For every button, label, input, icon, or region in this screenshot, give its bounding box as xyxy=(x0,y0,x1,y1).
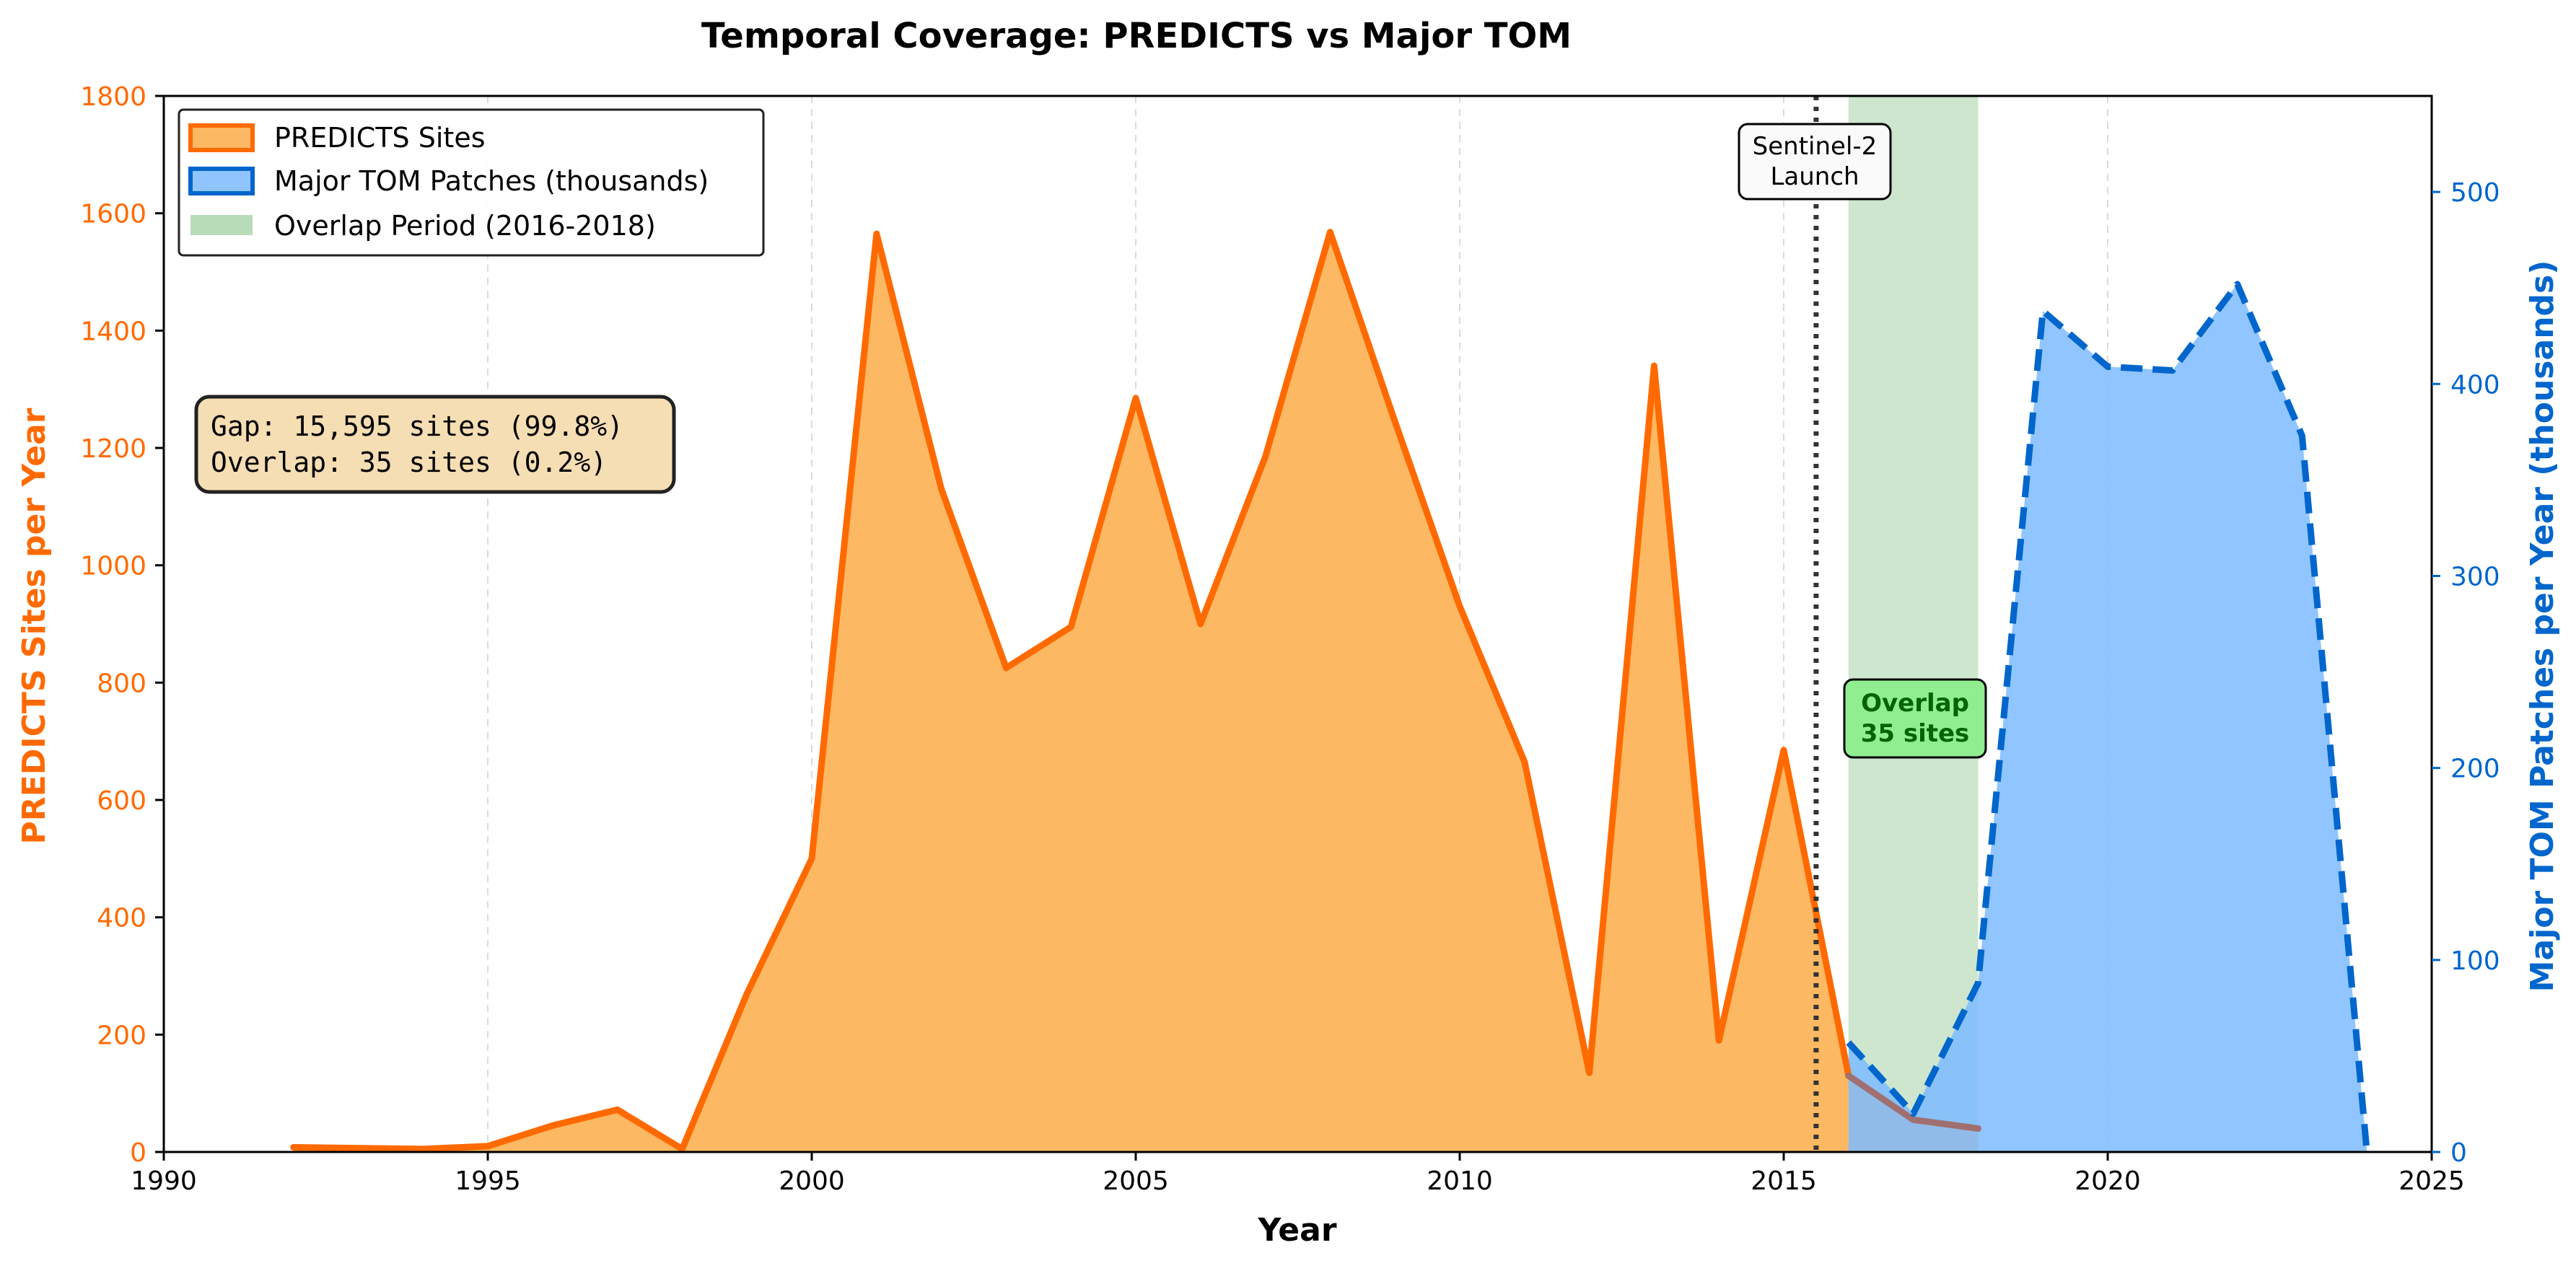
x-tick-label: 2015 xyxy=(1751,1166,1817,1196)
sentinel-2-annotation-box xyxy=(1738,123,1892,201)
gap-stat-line: Gap: 15,595 sites (99.8%) xyxy=(211,410,623,442)
chart-title: Temporal Coverage: PREDICTS vs Major TOM xyxy=(701,16,1572,56)
x-tick-label: 2010 xyxy=(1427,1166,1493,1196)
right-y-tick-label: 400 xyxy=(2450,370,2500,400)
major-tom-patches-area xyxy=(1848,283,2367,1152)
overlap-label-line2: 35 sites xyxy=(1861,719,1970,748)
legend-label-predicts: PREDICTS Sites xyxy=(274,122,486,154)
left-y-tick-label: 1800 xyxy=(80,82,146,112)
left-y-tick-label: 1200 xyxy=(80,434,146,464)
overlap-annotation-box xyxy=(1843,678,1987,759)
x-tick-label: 2025 xyxy=(2398,1166,2465,1196)
legend-swatch-predicts xyxy=(188,123,255,152)
legend: PREDICTS Sites Major TOM Patches (thousa… xyxy=(178,108,765,257)
right-y-tick-label: 500 xyxy=(2450,178,2500,208)
left-y-axis-label: PREDICTS Sites per Year xyxy=(16,408,53,844)
overlap-annotation: Overlap 35 sites xyxy=(1843,678,1987,759)
left-y-tick-label: 1000 xyxy=(80,552,146,581)
sentinel-2-label-line2: Launch xyxy=(1770,162,1859,191)
x-tick-label: 1990 xyxy=(131,1166,197,1196)
overlap-period-band xyxy=(1848,96,1979,1152)
left-y-tick-label: 1400 xyxy=(80,317,146,346)
gap-stats-box-frame xyxy=(194,395,676,494)
left-y-axis-ticks: 0 200 400 600 800 1000 1200 1400 1600 1800 xyxy=(80,82,164,1168)
predicts-sites-overlap-line xyxy=(1845,1072,1981,1132)
left-y-tick-label: 1600 xyxy=(80,200,146,229)
plot-frame xyxy=(162,94,2433,1153)
gap-stats-box: Gap: 15,595 sites (99.8%) Overlap: 35 si… xyxy=(194,395,676,494)
right-y-axis-ticks: 0 100 200 300 400 500 xyxy=(2432,178,2500,1168)
right-y-tick-label: 200 xyxy=(2450,755,2500,784)
x-tick-label: 2005 xyxy=(1103,1166,1169,1196)
sentinel-2-annotation: Sentinel-2 Launch xyxy=(1738,123,1892,201)
major-tom-patches-line xyxy=(1846,281,2370,1153)
x-axis-label: Year xyxy=(1257,1212,1336,1249)
x-tick-label: 1995 xyxy=(455,1166,521,1196)
right-y-tick-label: 100 xyxy=(2450,946,2500,976)
right-y-tick-label: 0 xyxy=(2450,1138,2467,1168)
overlap-label-line1: Overlap xyxy=(1861,689,1969,718)
left-y-tick-label: 800 xyxy=(97,669,146,698)
x-axis-ticks: 1990 1995 2000 2005 2010 2015 2020 2025 xyxy=(131,1152,2465,1196)
left-y-tick-label: 400 xyxy=(97,904,146,933)
left-y-tick-label: 200 xyxy=(97,1021,146,1050)
left-y-tick-label: 600 xyxy=(97,786,146,816)
legend-swatch-overlap xyxy=(190,215,253,235)
predicts-sites-line xyxy=(290,229,1852,1153)
legend-swatch-major-tom xyxy=(188,167,255,195)
right-y-tick-label: 300 xyxy=(2450,562,2500,591)
overlap-stat-line: Overlap: 35 sites (0.2%) xyxy=(211,447,607,478)
right-y-axis-label: Major TOM Patches per Year (thousands) xyxy=(2524,260,2561,993)
legend-label-overlap: Overlap Period (2016-2018) xyxy=(274,210,656,242)
legend-frame xyxy=(178,108,765,257)
x-tick-label: 2020 xyxy=(2075,1166,2141,1196)
legend-label-major-tom: Major TOM Patches (thousands) xyxy=(274,165,709,197)
left-y-tick-label: 0 xyxy=(130,1138,146,1168)
x-tick-label: 2000 xyxy=(779,1166,845,1196)
sentinel-2-label-line1: Sentinel-2 xyxy=(1753,132,1878,161)
